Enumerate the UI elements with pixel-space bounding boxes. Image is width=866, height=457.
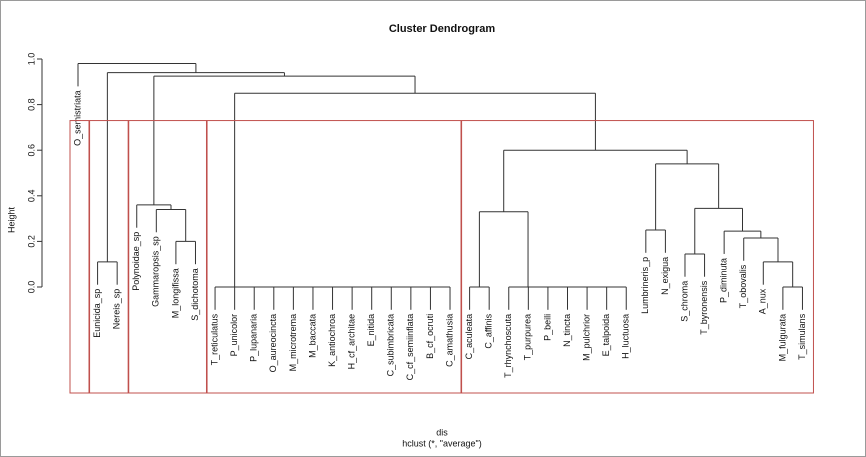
leaf-label: N_tincta (562, 314, 572, 347)
leaf-label: O_aureocincta (268, 314, 278, 373)
leaf-label: Lumbrineris_p (640, 257, 650, 314)
leaf-label: H_cf_architae (346, 314, 356, 370)
leaf-label: O_semistriata (72, 90, 82, 146)
leaf-label: A_nux (758, 288, 768, 314)
leaf-label: M_longifissa (170, 268, 180, 318)
cluster-rect (69, 120, 90, 394)
y-tick-label: 0.0 (26, 281, 36, 294)
y-tick-label: 0.8 (26, 98, 36, 111)
leaf-label: C_amathusia (444, 314, 454, 367)
leaf-label: S_chroma (679, 281, 689, 322)
leaf-label: E_talpoida (601, 314, 611, 357)
leaf-label: Nereis_sp (112, 289, 122, 330)
leaf-label: M_baccata (307, 314, 317, 358)
leaf-label: P_lupanaria (249, 314, 259, 362)
leaf-label: M_microtrema (288, 314, 298, 372)
cluster-rect (461, 120, 814, 394)
leaf-label: Eunicida_sp (92, 289, 102, 338)
cluster-rect (89, 120, 129, 394)
leaf-label: Polynoidae_sp (131, 232, 141, 291)
y-tick-label: 0.2 (26, 235, 36, 248)
leaf-label: T_reticulatus (209, 313, 219, 365)
leaf-label: C_cf_semiinflata (405, 314, 415, 381)
cluster-rect (206, 120, 462, 394)
leaf-label: P_unicolor (229, 314, 239, 357)
y-tick-label: 0.4 (26, 190, 36, 203)
leaf-label: C_subimbricata (386, 314, 396, 377)
leaf-label: T_purpurea (523, 314, 533, 361)
leaf-label: C_aculeata (464, 314, 474, 360)
leaf-label: E_nitida (366, 314, 376, 347)
leaf-label: P_diminuta (719, 258, 729, 303)
cluster-rect (128, 120, 207, 394)
y-tick-label: 1.0 (26, 53, 36, 66)
subtitle: hclust (*, "average") (402, 438, 481, 448)
leaf-label: C_affinis (484, 313, 494, 348)
y-tick-label: 0.6 (26, 144, 36, 157)
leaf-label: N_exigua (660, 257, 670, 295)
leaf-label: H_luctuosa (621, 314, 631, 359)
leaf-label: P_beili (542, 314, 552, 341)
leaf-label: T_byronensis (699, 280, 709, 335)
leaf-label: K_antiochroa (327, 314, 337, 367)
leaf-label: T_simulans (797, 313, 807, 360)
leaf-label: T_rhynchoscuta (503, 314, 513, 378)
x-axis-label: dis (436, 427, 448, 437)
chart-title: Cluster Dendrogram (389, 23, 496, 35)
leaf-label: M_pulchrior (581, 314, 591, 361)
leaf-label: S_dichotoma (190, 268, 200, 321)
y-axis-label: Height (6, 206, 16, 233)
leaf-label: M_fulgurata (777, 314, 787, 362)
leaf-label: B_cf_ocruti (425, 314, 435, 359)
leaf-label: Gammaropsis_sp (151, 236, 161, 307)
leaf-label: T_obovalis (738, 264, 748, 308)
